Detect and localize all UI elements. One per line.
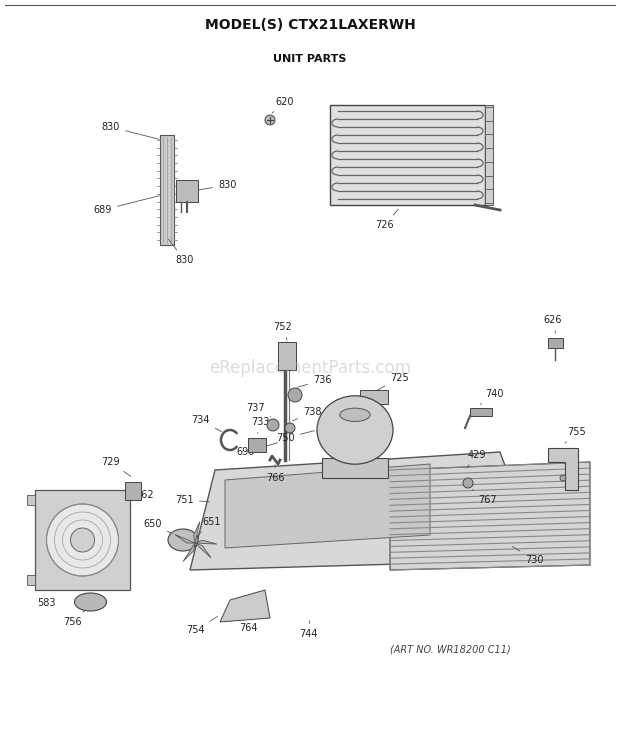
- Text: UNIT PARTS: UNIT PARTS: [273, 54, 347, 64]
- Circle shape: [560, 475, 566, 481]
- Ellipse shape: [168, 529, 198, 551]
- Polygon shape: [225, 464, 430, 548]
- Polygon shape: [195, 540, 217, 544]
- Circle shape: [265, 115, 275, 125]
- Bar: [485, 105, 493, 205]
- Bar: [160, 135, 174, 245]
- Text: 736: 736: [298, 375, 332, 387]
- Polygon shape: [193, 521, 200, 543]
- Bar: [248, 438, 266, 452]
- Text: 650: 650: [143, 519, 172, 534]
- Text: MODEL(S) CTX21LAXERWH: MODEL(S) CTX21LAXERWH: [205, 18, 415, 32]
- Ellipse shape: [317, 396, 393, 464]
- Polygon shape: [548, 448, 578, 490]
- Circle shape: [267, 419, 279, 431]
- Polygon shape: [190, 452, 540, 570]
- Polygon shape: [175, 534, 195, 543]
- Bar: [125, 482, 141, 500]
- Text: 751: 751: [175, 495, 209, 505]
- Text: 689: 689: [94, 195, 159, 215]
- Text: 744: 744: [299, 621, 317, 639]
- Polygon shape: [195, 543, 211, 558]
- Text: 690: 690: [237, 443, 277, 457]
- Text: 830: 830: [102, 122, 159, 139]
- Text: (ART NO. WR18200 C11): (ART NO. WR18200 C11): [389, 645, 510, 655]
- Text: 830: 830: [169, 239, 193, 265]
- Text: 733: 733: [250, 417, 269, 433]
- Circle shape: [46, 504, 118, 576]
- Bar: [470, 408, 492, 416]
- Circle shape: [288, 388, 302, 402]
- Polygon shape: [390, 462, 590, 570]
- Text: 429: 429: [467, 450, 487, 468]
- Circle shape: [71, 528, 94, 552]
- Bar: [176, 180, 198, 202]
- Text: 583: 583: [37, 598, 56, 608]
- Circle shape: [285, 423, 295, 433]
- Text: 756: 756: [63, 610, 86, 627]
- Bar: [27, 575, 35, 585]
- Text: 729: 729: [102, 457, 131, 476]
- Text: 830: 830: [190, 180, 236, 192]
- Text: 752: 752: [273, 322, 293, 340]
- Bar: [278, 342, 296, 370]
- Text: 750: 750: [277, 431, 314, 443]
- Bar: [322, 458, 388, 478]
- Text: 755: 755: [565, 427, 586, 443]
- Polygon shape: [220, 590, 270, 622]
- Text: 766: 766: [266, 465, 284, 483]
- Circle shape: [463, 478, 473, 488]
- Text: 767: 767: [472, 490, 497, 505]
- Text: 740: 740: [480, 389, 503, 405]
- Text: 620: 620: [272, 97, 293, 113]
- Bar: [548, 338, 563, 348]
- Text: 737: 737: [246, 403, 270, 416]
- Text: 738: 738: [293, 407, 322, 421]
- Text: 734: 734: [192, 415, 221, 432]
- Text: 754: 754: [187, 617, 218, 635]
- Bar: [330, 105, 485, 205]
- Bar: [35, 490, 130, 590]
- Text: 651: 651: [197, 517, 221, 536]
- Text: 725: 725: [376, 373, 409, 391]
- Text: 764: 764: [239, 611, 257, 633]
- Text: eReplacementParts.com: eReplacementParts.com: [209, 359, 411, 377]
- Ellipse shape: [74, 593, 107, 611]
- Polygon shape: [183, 543, 195, 561]
- Ellipse shape: [340, 408, 370, 421]
- Bar: [27, 495, 35, 505]
- Text: 726: 726: [376, 209, 398, 230]
- Text: 762: 762: [130, 490, 154, 505]
- Bar: [360, 390, 388, 404]
- Text: 730: 730: [512, 547, 544, 565]
- Text: 626: 626: [544, 315, 562, 333]
